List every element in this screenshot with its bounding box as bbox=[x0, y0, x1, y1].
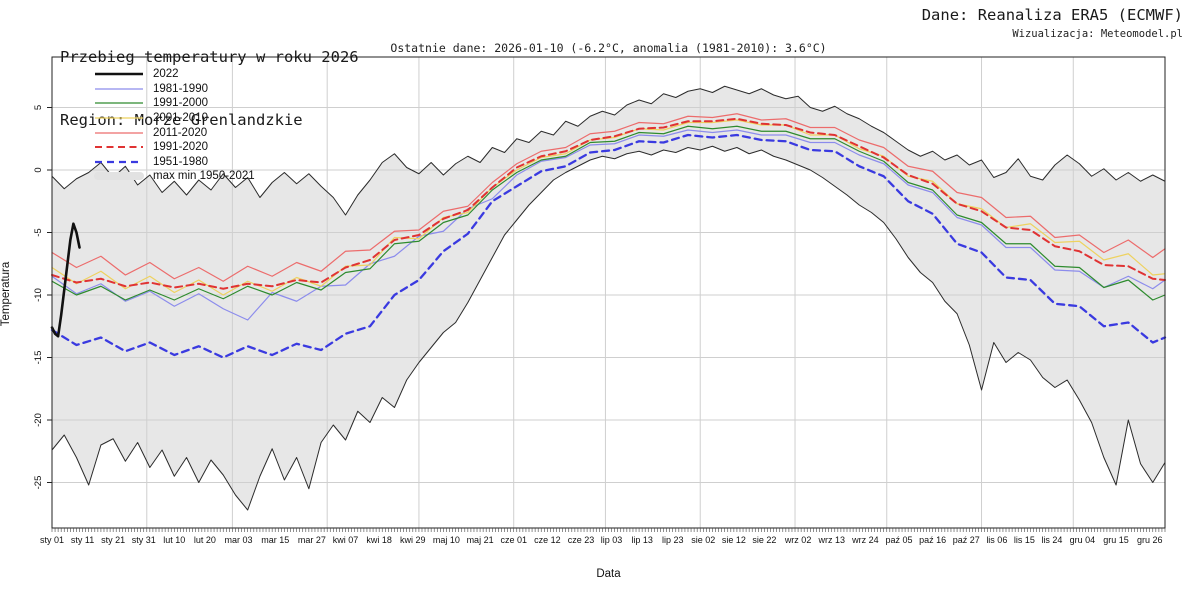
x-tick-label: lut 20 bbox=[194, 535, 216, 545]
y-tick-label: -20 bbox=[33, 413, 44, 427]
legend-item-max-min-1950-2021: max min 1950-2021 bbox=[94, 169, 255, 184]
x-tick-label: sie 12 bbox=[722, 535, 746, 545]
legend-label: 1991-2000 bbox=[153, 97, 208, 110]
series-line-2022 bbox=[50, 222, 81, 338]
x-tick-label: kwi 18 bbox=[366, 535, 392, 545]
x-tick-label: mar 03 bbox=[225, 535, 253, 545]
chart-legend: 2022 1981-1990 1991-2000 2001-2010 2011-2020… bbox=[94, 67, 255, 184]
y-axis-title: Temperatura bbox=[0, 261, 12, 327]
envelope-max-line bbox=[51, 85, 1166, 216]
last-data-subtitle: Ostatnie dane: 2026-01-10 (-6.2°C, anoma… bbox=[390, 41, 827, 55]
x-tick-label: cze 01 bbox=[500, 535, 527, 545]
x-tick-label: maj 21 bbox=[467, 535, 494, 545]
x-tick-label: sie 02 bbox=[691, 535, 715, 545]
legend-label: 2022 bbox=[153, 68, 179, 81]
x-tick-label: sty 31 bbox=[132, 535, 156, 545]
y-tick-label: -15 bbox=[33, 351, 44, 365]
x-tick-label: gru 26 bbox=[1137, 535, 1163, 545]
series-line-2011-2020 bbox=[51, 113, 1166, 282]
x-tick-label: lis 15 bbox=[1014, 535, 1035, 545]
series-line-1991-2000 bbox=[51, 125, 1166, 301]
x-tick-label: wrz 02 bbox=[784, 535, 812, 545]
x-tick-label: mar 27 bbox=[298, 535, 326, 545]
legend-line-swatch bbox=[95, 146, 143, 149]
x-tick-label: lip 23 bbox=[662, 535, 684, 545]
x-tick-label: lut 10 bbox=[163, 535, 185, 545]
legend-line-swatch bbox=[95, 88, 143, 90]
legend-line-swatch bbox=[95, 160, 143, 164]
legend-item-1991-2020: 1991-2020 bbox=[94, 140, 255, 155]
y-tick-label: -10 bbox=[33, 288, 44, 302]
x-tick-label: paź 27 bbox=[953, 535, 980, 545]
x-tick-label: sty 11 bbox=[71, 535, 94, 545]
x-tick-label: lip 03 bbox=[601, 535, 623, 545]
x-axis-title: Data bbox=[596, 568, 621, 580]
x-tick-label: kwi 29 bbox=[400, 535, 426, 545]
x-tick-label: mar 15 bbox=[261, 535, 289, 545]
x-tick-label: wrz 24 bbox=[851, 535, 879, 545]
x-tick-label: kwi 07 bbox=[333, 535, 359, 545]
legend-item-1951-1980: 1951-1980 bbox=[94, 155, 255, 170]
x-tick-label: wrz 13 bbox=[817, 535, 845, 545]
series-line-1991-2020 bbox=[51, 117, 1166, 290]
legend-label: 1991-2020 bbox=[153, 141, 208, 154]
legend-item-2001-2010: 2001-2010 bbox=[94, 111, 255, 126]
y-tick-label: 0 bbox=[33, 167, 44, 172]
legend-label: 1981-1990 bbox=[153, 82, 208, 95]
legend-label: 2011-2020 bbox=[153, 126, 208, 139]
legend-line-swatch bbox=[95, 132, 143, 134]
legend-item-2011-2020: 2011-2020 bbox=[94, 125, 255, 140]
legend-band-swatch bbox=[94, 172, 144, 181]
data-source-label: Dane: Reanaliza ERA5 (ECMWF) bbox=[921, 6, 1183, 24]
legend-item-1981-1990: 1981-1990 bbox=[94, 82, 255, 97]
legend-line-swatch bbox=[95, 102, 143, 105]
legend-line-swatch bbox=[95, 72, 143, 76]
series-line-1981-1990 bbox=[51, 129, 1166, 321]
page-title: Przebieg temperatury w roku 2026 bbox=[60, 48, 359, 66]
legend-item-2022: 2022 bbox=[94, 67, 255, 82]
legend-item-1991-2000: 1991-2000 bbox=[94, 96, 255, 111]
x-tick-label: lis 24 bbox=[1041, 535, 1062, 545]
series-line-1951-1980 bbox=[50, 133, 1167, 359]
envelope-min-line bbox=[51, 145, 1166, 511]
x-tick-label: gru 15 bbox=[1103, 535, 1129, 545]
y-tick-label: 5 bbox=[33, 105, 44, 110]
x-tick-label: lip 13 bbox=[631, 535, 653, 545]
y-tick-label: -5 bbox=[33, 228, 44, 236]
region-subtitle: Region: Morze Grenlandzkie bbox=[60, 111, 303, 129]
x-tick-label: sty 01 bbox=[40, 535, 64, 545]
x-tick-label: maj 10 bbox=[433, 535, 460, 545]
source-block: Dane: Reanaliza ERA5 (ECMWF) Wizualizacj… bbox=[922, 5, 1183, 40]
legend-label: 1951-1980 bbox=[153, 155, 208, 168]
x-tick-label: sie 22 bbox=[752, 535, 776, 545]
chart-header: Przebieg temperatury w roku 2026 Region:… bbox=[60, 5, 359, 173]
legend-line-swatch bbox=[95, 117, 143, 119]
x-tick-label: cze 12 bbox=[534, 535, 561, 545]
x-tick-label: cze 23 bbox=[568, 535, 595, 545]
x-tick-label: sty 21 bbox=[101, 535, 125, 545]
legend-label: max min 1950-2021 bbox=[153, 170, 255, 183]
visualization-credit: Wizualizacja: Meteomodel.pl bbox=[1012, 28, 1183, 40]
x-tick-label: paź 05 bbox=[885, 535, 912, 545]
x-tick-label: paź 16 bbox=[919, 535, 946, 545]
y-tick-label: -25 bbox=[33, 476, 44, 490]
legend-label: 2001-2010 bbox=[153, 112, 208, 125]
x-tick-label: lis 06 bbox=[986, 535, 1007, 545]
x-tick-label: gru 04 bbox=[1070, 535, 1096, 545]
